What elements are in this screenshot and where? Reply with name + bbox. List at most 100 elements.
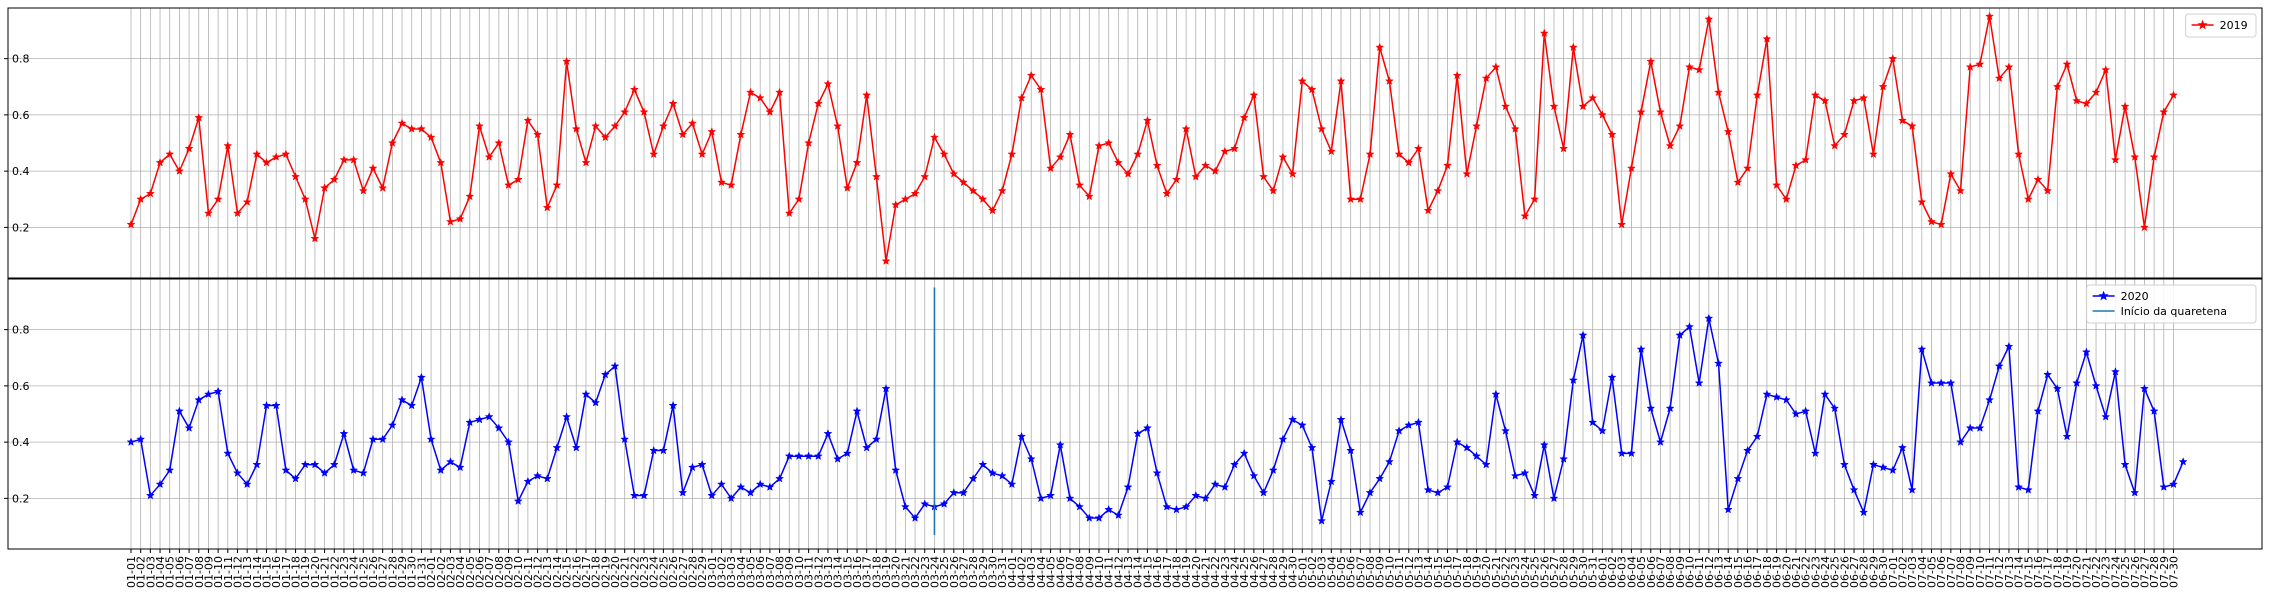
data-point: [1191, 490, 1201, 500]
data-point: [1191, 172, 1201, 181]
data-point: [494, 138, 504, 147]
x-tick-label: 03-04: [735, 556, 748, 588]
data-point: [291, 172, 301, 181]
data-point: [1927, 217, 1936, 226]
data-point: [687, 462, 697, 472]
data-point: [2178, 457, 2188, 466]
data-point: [1849, 96, 1859, 105]
data-point: [1288, 169, 1298, 178]
x-tick-label: 04-01: [1006, 556, 1019, 588]
x-tick-label: 04-07: [1064, 556, 1077, 588]
x-tick-label: 01-12: [231, 556, 244, 588]
data-point: [871, 172, 881, 181]
legend-marker: [2197, 19, 2208, 30]
data-point: [1268, 186, 1278, 195]
data-point: [2072, 378, 2082, 387]
data-point: [262, 157, 271, 167]
x-tick-label: 04-06: [1054, 556, 1067, 588]
legend-box: [2185, 13, 2257, 38]
data-point: [203, 389, 213, 399]
data-point: [1694, 65, 1704, 74]
x-tick-label: 07-11: [1984, 556, 1997, 588]
x-tick-label: 02-15: [561, 556, 574, 588]
data-point: [1801, 155, 1811, 164]
data-point: [145, 188, 155, 198]
data-point: [1520, 211, 1530, 220]
x-tick-label: 05-10: [1383, 556, 1396, 588]
x-tick-label: 01-26: [367, 556, 380, 588]
x-tick-label: 05-30: [1577, 556, 1590, 588]
x-tick-label: 02-03: [444, 556, 457, 588]
data-point: [1055, 152, 1065, 161]
data-point: [475, 414, 484, 424]
data-point: [2120, 459, 2130, 469]
data-point: [339, 428, 349, 438]
x-tick-label: 03-28: [967, 556, 980, 588]
data-point: [775, 473, 785, 483]
data-point: [1336, 76, 1346, 85]
data-point: [504, 437, 513, 446]
x-tick-label: 06-02: [1606, 556, 1619, 588]
data-point: [310, 233, 320, 243]
x-tick-label: 06-29: [1867, 556, 1880, 588]
x-tick-label: 02-22: [628, 556, 641, 588]
data-point: [610, 121, 620, 130]
x-tick-label: 04-04: [1035, 556, 1048, 588]
data-point: [1501, 426, 1511, 435]
data-point: [1636, 107, 1646, 116]
data-point: [339, 155, 349, 164]
y-tick-label: 0.6: [12, 380, 30, 393]
data-point: [968, 186, 978, 195]
data-point: [1762, 34, 1772, 43]
x-tick-label: 05-22: [1500, 556, 1513, 588]
legend-label: Início da quaretena: [2121, 305, 2227, 318]
data-point: [1791, 409, 1801, 418]
data-point: [533, 129, 543, 139]
data-point: [2110, 155, 2120, 164]
x-tick-label: 06-14: [1722, 556, 1735, 588]
data-point: [1830, 403, 1840, 413]
data-point: [726, 493, 736, 503]
data-point: [1723, 127, 1733, 136]
x-tick-label: 04-03: [1025, 556, 1038, 588]
data-point: [174, 166, 184, 175]
x-tick-label: 02-07: [483, 556, 496, 588]
x-tick-label: 01-17: [280, 556, 293, 588]
x-tick-label: 03-23: [919, 556, 932, 588]
data-point: [1104, 138, 1114, 147]
data-point: [1104, 504, 1114, 514]
data-point: [1985, 11, 1995, 21]
data-point: [571, 124, 581, 133]
data-point: [1113, 157, 1123, 167]
data-point: [1839, 129, 1849, 139]
x-tick-label: 01-10: [212, 556, 225, 588]
data-point: [1230, 459, 1239, 469]
data-point: [997, 186, 1007, 195]
data-point: [1326, 146, 1336, 156]
data-point: [1897, 115, 1907, 125]
data-point: [1142, 423, 1152, 432]
x-tick-label: 04-10: [1093, 556, 1106, 588]
data-point: [300, 194, 310, 204]
data-point: [591, 398, 601, 407]
data-point: [1791, 160, 1801, 170]
x-tick-label: 01-11: [222, 556, 235, 588]
data-point: [2169, 479, 2178, 489]
x-tick-label: 06-24: [1819, 556, 1832, 588]
data-point: [852, 157, 862, 167]
x-tick-label: 04-13: [1122, 556, 1135, 588]
data-point: [281, 465, 291, 475]
x-tick-label: 03-16: [851, 556, 864, 588]
data-point: [1239, 448, 1249, 458]
data-point: [1733, 473, 1743, 483]
x-tick-label: 04-23: [1219, 556, 1232, 588]
x-tick-label: 06-09: [1674, 556, 1687, 588]
x-tick-label: 01-31: [415, 556, 428, 588]
data-point: [1888, 465, 1898, 475]
data-point: [523, 115, 533, 125]
x-tick-label: 06-08: [1664, 556, 1677, 588]
x-tick-label: 06-15: [1732, 556, 1745, 588]
x-tick-label: 05-13: [1412, 556, 1425, 588]
x-tick-label: 02-28: [686, 556, 699, 588]
data-point: [1317, 124, 1327, 133]
